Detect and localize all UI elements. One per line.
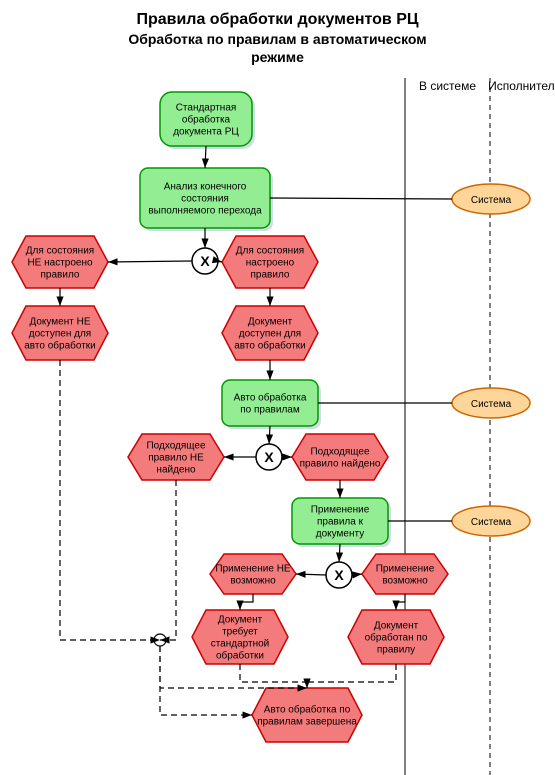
node-start: Стандартнаяобработкадокумента РЦ — [160, 92, 255, 149]
svg-text:Применение НЕ: Применение НЕ — [215, 564, 291, 575]
svg-text:требует: требует — [222, 626, 258, 638]
svg-text:Документ: Документ — [374, 621, 419, 632]
node-doc_no: Документ НЕдоступен дляавто обработки — [12, 306, 108, 360]
node-rule_no: Для состоянияНЕ настроеноправило — [12, 236, 108, 288]
svg-text:Авто обработка: Авто обработка — [234, 392, 307, 404]
svg-text:правило НЕ: правило НЕ — [148, 453, 204, 464]
node-doc_yes: Документдоступен дляавто обработки — [222, 306, 318, 360]
node-apply_yes: Применениевозможно — [362, 554, 448, 594]
svg-text:авто обработки: авто обработки — [234, 340, 305, 352]
svg-text:В системе: В системе — [419, 79, 476, 93]
svg-text:Документ: Документ — [248, 317, 293, 328]
svg-text:Исполнитель: Исполнитель — [488, 79, 555, 93]
node-finish: Авто обработка поправилам завершена — [252, 688, 362, 742]
svg-text:доступен для: доступен для — [239, 329, 301, 340]
node-gate3: X — [326, 562, 352, 588]
node-actor1: Система — [452, 184, 530, 214]
node-actor3: Система — [452, 506, 530, 536]
svg-text:Система: Система — [471, 195, 512, 206]
node-match_yes: Подходящееправило найдено — [292, 434, 388, 480]
node-apply_no: Применение НЕвозможно — [210, 554, 296, 594]
svg-text:Анализ конечного: Анализ конечного — [164, 182, 247, 193]
node-apply: Применениеправила кдокументу — [292, 498, 391, 547]
svg-text:состояния: состояния — [181, 194, 229, 205]
svg-text:Стандартная: Стандартная — [176, 103, 237, 114]
svg-text:обработки: обработки — [216, 650, 264, 662]
svg-text:обработка: обработка — [182, 114, 231, 126]
svg-text:правилам завершена: правилам завершена — [257, 717, 357, 728]
svg-text:авто обработки: авто обработки — [24, 340, 95, 352]
svg-text:Применение: Применение — [376, 564, 435, 575]
node-need_std: Документтребуетстандартнойобработки — [192, 610, 288, 664]
svg-text:правило: правило — [41, 270, 80, 281]
svg-text:стандартной: стандартной — [211, 639, 270, 650]
svg-text:найдено: найдено — [156, 465, 196, 476]
svg-text:правило: правило — [251, 270, 290, 281]
svg-text:Для состояния: Для состояния — [236, 246, 304, 257]
node-auto: Авто обработкапо правилам — [222, 380, 321, 429]
node-done_rule: Документобработан поправилу — [348, 610, 444, 664]
svg-text:Для состояния: Для состояния — [26, 246, 94, 257]
svg-text:Документ: Документ — [218, 615, 263, 626]
svg-text:X: X — [200, 253, 210, 269]
svg-text:X: X — [264, 449, 274, 465]
svg-text:НЕ настроено: НЕ настроено — [27, 258, 93, 269]
svg-text:Применение: Применение — [311, 505, 370, 516]
node-analyze: Анализ конечногосостояниявыполняемого пе… — [140, 168, 273, 231]
svg-text:настроено: настроено — [246, 258, 295, 269]
svg-text:Документ НЕ: Документ НЕ — [29, 317, 90, 328]
node-rule_yes: Для состояниянастроеноправило — [222, 236, 318, 288]
svg-text:Подходящее: Подходящее — [146, 441, 206, 452]
flowchart-canvas: Правила обработки документов РЦ Обработка… — [0, 0, 555, 775]
svg-text:Система: Система — [471, 517, 512, 528]
svg-text:доступен для: доступен для — [29, 329, 91, 340]
node-match_no: Подходящееправило НЕнайдено — [128, 434, 224, 480]
svg-text:документа РЦ: документа РЦ — [173, 127, 239, 138]
svg-text:по правилам: по правилам — [240, 405, 300, 416]
node-actor2: Система — [452, 388, 530, 418]
svg-text:правила к: правила к — [317, 517, 364, 528]
svg-text:документу: документу — [316, 529, 364, 540]
svg-text:Подходящее: Подходящее — [310, 447, 370, 458]
node-gate2: X — [256, 444, 282, 470]
node-gate1: X — [192, 248, 218, 274]
svg-text:возможно: возможно — [230, 576, 276, 587]
svg-text:выполняемого перехода: выполняемого перехода — [148, 206, 262, 217]
svg-text:Обработка по правилам в автома: Обработка по правилам в автоматическом — [128, 31, 426, 47]
svg-text:Система: Система — [471, 399, 512, 410]
svg-text:возможно: возможно — [382, 576, 428, 587]
svg-text:Авто обработка по: Авто обработка по — [264, 704, 351, 716]
svg-text:правилу: правилу — [377, 645, 415, 656]
svg-text:режиме: режиме — [251, 49, 304, 65]
svg-text:обработан по: обработан по — [365, 632, 428, 644]
svg-text:Правила обработки документов Р: Правила обработки документов РЦ — [136, 11, 418, 28]
svg-text:правило найдено: правило найдено — [300, 459, 381, 470]
svg-text:X: X — [334, 567, 344, 583]
